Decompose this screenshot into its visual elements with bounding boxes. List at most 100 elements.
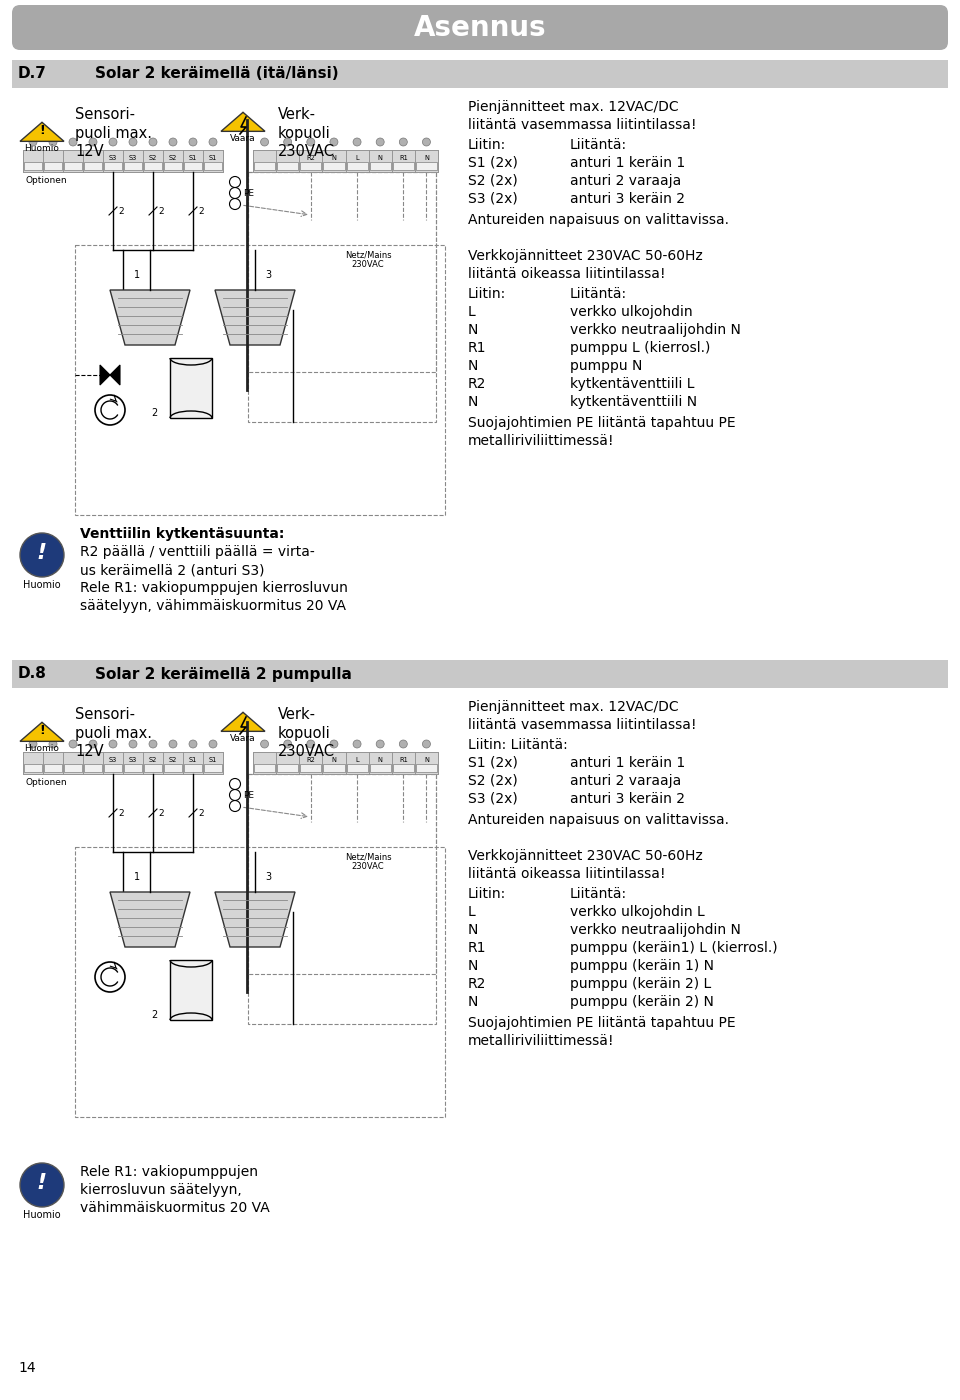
Text: pumppu (keräin 2) N: pumppu (keräin 2) N [570, 995, 714, 1009]
Text: Solar 2 keräimellä (itä/länsi): Solar 2 keräimellä (itä/länsi) [95, 66, 339, 81]
Text: 2: 2 [158, 206, 163, 216]
Bar [248, 774, 436, 1023]
Text: N: N [331, 155, 336, 161]
Bar [323, 752, 346, 774]
Text: 2: 2 [158, 809, 163, 818]
Bar [104, 764, 122, 773]
FancyBboxPatch shape [12, 6, 948, 50]
Text: !: ! [36, 1173, 47, 1193]
Text: verkko ulkojohdin: verkko ulkojohdin [570, 305, 692, 319]
Text: Liitäntä:: Liitäntä: [570, 888, 627, 902]
Bar [347, 162, 368, 171]
Circle shape [422, 139, 430, 146]
Bar [83, 150, 103, 172]
Bar [254, 764, 276, 773]
Polygon shape [215, 290, 295, 344]
Bar [63, 150, 83, 172]
Circle shape [422, 741, 430, 748]
Bar [64, 162, 82, 171]
Bar [248, 172, 436, 421]
Bar [253, 150, 276, 172]
Text: PE: PE [243, 189, 254, 197]
Text: D.7: D.7 [18, 66, 47, 81]
Bar [23, 752, 43, 774]
Text: Rele R1: vakiopumppujen kierrosluvun: Rele R1: vakiopumppujen kierrosluvun [80, 581, 348, 595]
Bar [204, 162, 222, 171]
Text: verkko neutraalijohdin N: verkko neutraalijohdin N [570, 323, 741, 337]
Text: R1: R1 [399, 155, 408, 161]
Circle shape [260, 139, 269, 146]
Text: 2: 2 [198, 809, 204, 818]
Bar [170, 358, 212, 419]
Text: pumppu (keräin 1) N: pumppu (keräin 1) N [570, 959, 714, 973]
Text: kierrosluvun säätelyyn,: kierrosluvun säätelyyn, [80, 1183, 242, 1197]
Bar [164, 764, 182, 773]
Text: S1 (2x): S1 (2x) [468, 155, 517, 169]
Text: R2 päällä / venttiili päällä = virta-: R2 päällä / venttiili päällä = virta- [80, 545, 315, 559]
Bar [103, 150, 123, 172]
Text: verkko ulkojohdin L: verkko ulkojohdin L [570, 904, 705, 918]
Polygon shape [110, 892, 190, 946]
Circle shape [353, 741, 361, 748]
Text: S1: S1 [189, 756, 197, 763]
Bar [164, 162, 182, 171]
Text: S2: S2 [169, 155, 178, 161]
Text: S3: S3 [129, 756, 137, 763]
Text: R1: R1 [399, 756, 408, 763]
Text: S3: S3 [108, 155, 117, 161]
Text: L: L [355, 756, 359, 763]
Bar [300, 162, 322, 171]
Text: Liitin:: Liitin: [468, 287, 506, 301]
Text: Verk-
kopuoli
230VAC: Verk- kopuoli 230VAC [278, 707, 335, 759]
Text: Asennus: Asennus [414, 14, 546, 42]
Circle shape [69, 741, 77, 748]
Text: S2: S2 [149, 155, 157, 161]
Text: Huomio: Huomio [23, 1210, 60, 1219]
Text: 3: 3 [265, 872, 271, 882]
Text: S2 (2x): S2 (2x) [468, 774, 517, 788]
Text: Vaara: Vaara [230, 134, 255, 143]
Text: liitäntä oikeassa liitintilassa!: liitäntä oikeassa liitintilassa! [468, 267, 665, 281]
Text: Rele R1: vakiopumppujen: Rele R1: vakiopumppujen [80, 1165, 258, 1179]
Circle shape [129, 139, 137, 146]
Text: Verk-
kopuoli
230VAC: Verk- kopuoli 230VAC [278, 106, 335, 160]
Text: S3 (2x): S3 (2x) [468, 792, 517, 806]
Bar [416, 162, 437, 171]
Bar [415, 150, 438, 172]
Bar [253, 752, 276, 774]
Text: anturi 3 keräin 2: anturi 3 keräin 2 [570, 192, 685, 206]
Bar [124, 764, 142, 773]
Text: Antureiden napaisuus on valittavissa.: Antureiden napaisuus on valittavissa. [468, 213, 729, 227]
Bar [204, 764, 222, 773]
Polygon shape [215, 892, 295, 946]
Bar [75, 847, 445, 1117]
Bar [64, 764, 82, 773]
Circle shape [109, 139, 117, 146]
Text: L: L [468, 904, 476, 918]
Text: N: N [468, 358, 478, 372]
Text: R2: R2 [468, 377, 487, 391]
Text: N: N [424, 756, 429, 763]
Text: Suojajohtimien PE liitäntä tapahtuu PE: Suojajohtimien PE liitäntä tapahtuu PE [468, 416, 735, 430]
Bar [248, 172, 436, 372]
Text: 1: 1 [133, 270, 140, 280]
Text: N: N [331, 756, 336, 763]
Bar [346, 752, 369, 774]
Circle shape [376, 741, 384, 748]
Text: R1: R1 [468, 342, 487, 356]
Bar [170, 960, 212, 1021]
Bar [44, 764, 62, 773]
Text: anturi 3 keräin 2: anturi 3 keräin 2 [570, 792, 685, 806]
Text: S3: S3 [129, 155, 137, 161]
Text: N: N [424, 155, 429, 161]
Text: L: L [468, 305, 476, 319]
Polygon shape [20, 722, 64, 742]
Text: anturi 1 keräin 1: anturi 1 keräin 1 [570, 756, 685, 770]
Bar [276, 150, 300, 172]
Polygon shape [110, 290, 190, 344]
Text: !: ! [39, 724, 45, 738]
Bar [44, 162, 62, 171]
Text: !: ! [39, 125, 45, 137]
Text: N: N [468, 323, 478, 337]
Text: Suojajohtimien PE liitäntä tapahtuu PE: Suojajohtimien PE liitäntä tapahtuu PE [468, 1016, 735, 1030]
